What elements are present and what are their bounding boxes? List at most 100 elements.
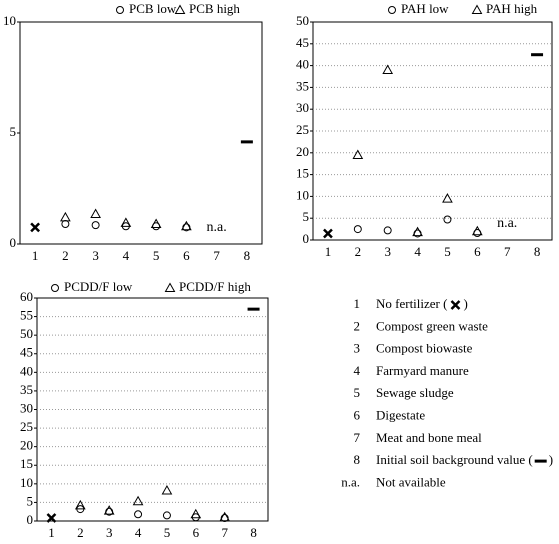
x-tick-label: 7 — [221, 525, 228, 540]
y-tick-label: 40 — [20, 363, 33, 378]
circle-marker — [353, 225, 362, 234]
x-tick-label: 8 — [244, 248, 251, 263]
circle-marker — [162, 511, 171, 520]
triangle-marker — [471, 225, 483, 236]
triangle-marker — [120, 217, 132, 227]
triangle-marker — [103, 505, 115, 515]
y-tick-label: 25 — [20, 419, 33, 434]
key-code: 3 — [354, 341, 361, 356]
x-tick-label: 1 — [32, 248, 39, 263]
key-label: Sewage sludge — [376, 385, 454, 400]
key-code: 7 — [354, 430, 361, 445]
key-label: Farmyard manure — [376, 363, 469, 378]
y-tick-label: 20 — [20, 438, 33, 453]
legend-label: PCB high — [189, 1, 240, 16]
x-tick-label: 5 — [153, 248, 160, 263]
y-tick-label: 30 — [296, 100, 309, 115]
key-label: Digestate — [376, 407, 425, 422]
triangle-marker — [181, 220, 192, 231]
y-tick-label: 10 — [296, 187, 309, 202]
legend-label: PAH low — [401, 1, 449, 16]
circle-marker — [91, 221, 100, 230]
x-tick-label: 4 — [123, 248, 130, 263]
key-label: Compost green waste — [376, 318, 488, 333]
x-tick-label: 8 — [534, 244, 541, 259]
circle-marker — [51, 284, 59, 292]
x-tick-label: 3 — [106, 525, 113, 540]
triangle-marker — [150, 218, 162, 229]
key-code: 8 — [354, 452, 361, 467]
x-tick-label: 5 — [164, 525, 171, 540]
x-marker — [323, 228, 333, 239]
x-tick-label: 2 — [62, 248, 69, 263]
triangle-marker — [174, 4, 186, 14]
y-tick-label: 15 — [20, 456, 33, 471]
triangle-marker — [161, 485, 173, 495]
y-tick-label: 0 — [10, 235, 17, 250]
y-tick-label: 5 — [27, 493, 34, 508]
x-tick-label: 2 — [77, 525, 84, 540]
key-code: 4 — [354, 363, 361, 378]
y-tick-label: 5 — [303, 209, 310, 224]
y-tick-label: 30 — [20, 400, 33, 415]
y-tick-label: 40 — [296, 57, 309, 72]
key-code: 6 — [354, 407, 361, 422]
key-label: Initial soil background value ( — [376, 452, 533, 467]
triangle-marker — [352, 149, 364, 159]
y-tick-label: 0 — [27, 512, 34, 527]
triangle-marker — [164, 282, 176, 292]
triangle-marker — [412, 226, 423, 237]
legend-label: PCDD/F high — [179, 279, 251, 294]
x-tick-label: 3 — [384, 244, 391, 259]
circle-marker — [388, 6, 396, 14]
x-marker — [450, 300, 461, 310]
x-marker — [46, 513, 57, 523]
plot-frame — [36, 297, 269, 522]
y-tick-label: 25 — [296, 122, 309, 137]
x-tick-label: 8 — [250, 525, 257, 540]
key-suffix: ) — [549, 452, 553, 467]
triangle-marker — [219, 511, 231, 522]
x-tick-label: 7 — [504, 244, 511, 259]
y-tick-label: 35 — [20, 382, 33, 397]
triangle-marker — [442, 193, 453, 203]
x-tick-label: 2 — [355, 244, 362, 259]
y-tick-label: 10 — [3, 13, 16, 28]
circle-marker — [383, 226, 392, 235]
triangle-marker — [132, 495, 144, 506]
circle-marker — [191, 513, 200, 522]
y-tick-label: 50 — [296, 13, 309, 28]
legend-label: PCDD/F low — [64, 279, 133, 294]
key-code: 2 — [354, 318, 361, 333]
x-tick-label: 6 — [193, 525, 200, 540]
plot-frame — [312, 21, 553, 241]
y-tick-label: 5 — [10, 124, 17, 139]
annotation: n.a. — [207, 220, 227, 235]
triangle-marker — [471, 4, 483, 14]
circle-marker — [443, 215, 452, 224]
circle-marker — [61, 220, 70, 229]
plot-frame — [19, 21, 263, 245]
key-suffix: ) — [463, 296, 467, 311]
x-tick-label: 1 — [325, 244, 332, 259]
key-label: Compost biowaste — [376, 341, 473, 356]
y-tick-label: 35 — [296, 78, 309, 93]
triangle-marker — [74, 499, 86, 510]
key-label: Not available — [376, 474, 446, 489]
x-tick-label: 1 — [48, 525, 55, 540]
circle-marker — [134, 510, 143, 519]
x-marker — [30, 222, 41, 233]
annotation: n.a. — [497, 216, 517, 231]
key-label: No fertilizer ( — [376, 296, 447, 311]
y-tick-label: 20 — [296, 144, 309, 159]
triangle-marker — [382, 64, 394, 74]
key-label: Meat and bone meal — [376, 430, 482, 445]
x-tick-label: 5 — [444, 244, 451, 259]
legend-label: PCB low — [129, 1, 177, 16]
legend-label: PAH high — [486, 1, 538, 16]
x-tick-label: 6 — [474, 244, 481, 259]
y-tick-label: 50 — [20, 326, 33, 341]
triangle-marker — [60, 211, 71, 222]
triangle-marker — [90, 208, 101, 219]
